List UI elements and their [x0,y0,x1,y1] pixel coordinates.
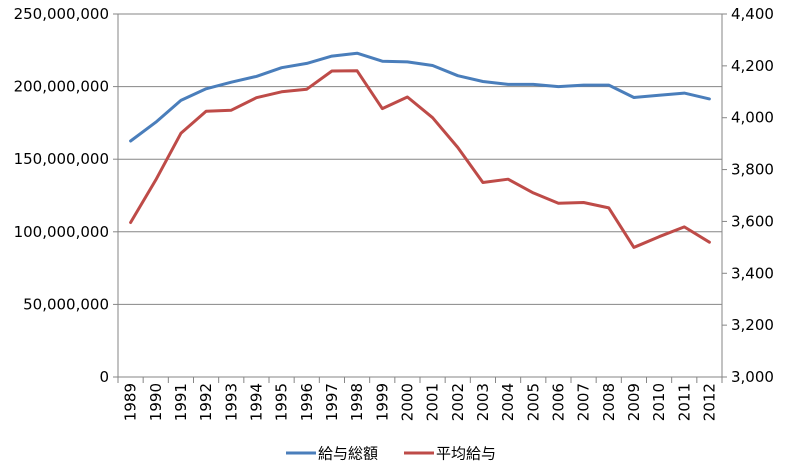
x-axis-tick-label: 1991 [172,383,190,421]
x-axis-tick-label: 2002 [449,383,467,421]
x-axis-tick-label: 1989 [122,383,140,421]
x-axis-tick-label: 2009 [625,383,643,421]
x-axis-tick-label: 1995 [273,383,291,421]
x-axis-tick-label: 1999 [373,383,391,421]
right-axis-tick-label: 3,800 [731,161,774,179]
x-axis-tick-label: 2004 [499,383,517,421]
x-axis-tick-label: 2012 [700,383,718,421]
x-axis-tick-labels: 1989 1990 1991 1992 1993 1994 1995 1996 1997 1998… [122,383,719,421]
x-axis-tick-label: 1992 [197,383,215,421]
right-axis-tick-label: 4,000 [731,109,774,127]
series-line-1 [129,51,711,143]
right-axis-tick-label: 3,200 [731,316,774,334]
x-axis-tick-label: 2006 [549,383,567,421]
left-axis-tick-label: 50,000,000 [23,295,109,313]
right-axis-tick-label: 3,000 [731,368,774,386]
x-axis-tick-label: 1996 [298,383,316,421]
x-axis-tick-label: 1994 [247,383,265,421]
x-axis-tick-label: 2000 [398,383,416,421]
x-axis-tick-label: 2011 [675,383,693,421]
left-axis-tick-label: 200,000,000 [14,78,109,96]
legend: 給与総額 平均給与 [286,445,496,463]
x-axis-tick-label: 1990 [147,383,165,421]
x-axis-tick-label: 2008 [600,383,618,421]
right-axis-tick-label: 3,400 [731,264,774,282]
left-axis-tick-label: 100,000,000 [14,223,109,241]
x-axis-tick-label: 1998 [348,383,366,421]
x-axis-tick-label: 2007 [575,383,593,421]
x-axis-tick-label: 1997 [323,383,341,421]
left-axis-tick-label: 250,000,000 [14,5,109,23]
x-axis-tick-label: 2003 [474,383,492,421]
x-axis-tick-label: 1993 [222,383,240,421]
right-axis-tick-label: 4,200 [731,57,774,75]
legend-label-series-1: 給与総額 [318,445,378,463]
right-axis-tick-labels: 3,000 3,200 3,400 3,600 3,800 4,000 4,200 4,400 [731,5,774,386]
x-axis-tick-label: 2001 [424,383,442,421]
right-axis-tick-label: 4,400 [731,5,774,23]
left-axis-tick-label: 0 [99,368,109,386]
series-line-2 [129,69,711,249]
x-axis-tick-label: 2010 [650,383,668,421]
left-axis-tick-label: 150,000,000 [14,150,109,168]
series-lines [129,51,711,249]
x-axis-tick-label: 2005 [524,383,542,421]
left-axis-tick-labels: 0 50,000,000 100,000,000 150,000,000 200,000… [14,5,109,386]
right-axis-tick-label: 3,600 [731,212,774,230]
axes [113,13,727,383]
legend-label-series-2: 平均給与 [436,445,496,463]
